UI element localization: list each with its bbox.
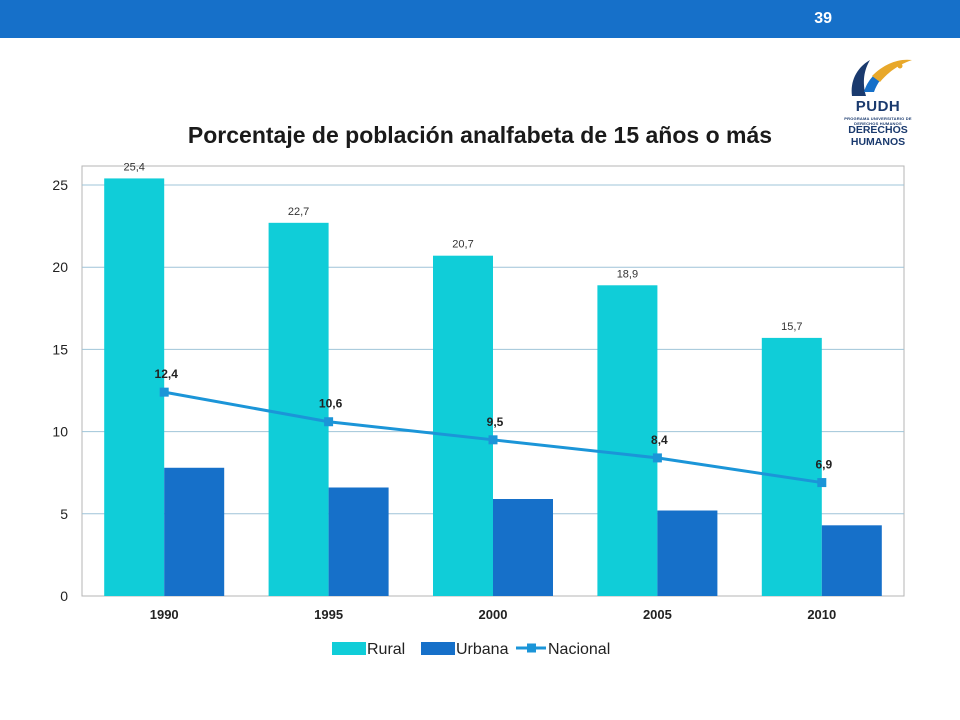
data-label-rural: 25,4	[123, 161, 144, 173]
y-tick-label: 20	[52, 259, 68, 275]
x-tick-label: 2005	[643, 607, 672, 622]
y-tick-label: 5	[60, 506, 68, 522]
data-label-nacional: 10,6	[319, 397, 343, 411]
marker-nacional	[488, 435, 498, 445]
y-tick-label: 25	[52, 177, 68, 193]
legend-marker-nacional	[527, 643, 536, 653]
logo-line1: DERECHOS	[848, 124, 908, 136]
page-number: 39	[814, 10, 832, 27]
bird-emblem-icon	[851, 59, 912, 96]
bar-urbana	[164, 467, 225, 596]
data-label-nacional: 12,4	[155, 367, 179, 381]
y-tick-label: 15	[52, 341, 68, 357]
pudh-logo: PUDH PROGRAMA UNIVERSITARIO DE DERECHOS …	[838, 52, 918, 156]
data-label-nacional: 9,5	[487, 415, 504, 429]
bar-rural	[104, 178, 165, 596]
bar-urbana	[328, 487, 389, 596]
marker-nacional	[817, 478, 827, 488]
y-tick-label: 10	[52, 424, 68, 440]
bar-rural	[268, 222, 329, 596]
data-label-rural: 20,7	[452, 239, 473, 251]
bar-urbana	[657, 510, 718, 596]
data-label-nacional: 8,4	[651, 433, 668, 447]
marker-nacional	[159, 387, 169, 397]
bar-rural	[597, 285, 658, 596]
logo-subtitle: PROGRAMA UNIVERSITARIO DE DERECHOS HUMAN…	[844, 116, 912, 126]
bar-rural	[433, 255, 493, 596]
data-label-rural: 15,7	[781, 321, 802, 333]
legend-label-rural: Rural	[367, 641, 405, 658]
y-tick-label: 0	[60, 588, 68, 604]
marker-nacional	[652, 453, 662, 463]
legend-label-urbana: Urbana	[456, 641, 509, 658]
bar-urbana	[493, 499, 553, 596]
data-label-rural: 22,7	[288, 206, 309, 218]
marker-nacional	[324, 417, 334, 427]
chart-title: Porcentaje de población analfabeta de 15…	[187, 122, 773, 148]
x-tick-label: 2010	[807, 607, 836, 622]
x-tick-label: 1990	[150, 607, 179, 622]
legend-label-nacional: Nacional	[548, 641, 610, 658]
data-label-rural: 18,9	[617, 268, 638, 280]
logo-line2: HUMANOS	[850, 136, 906, 148]
top-bar: 39	[0, 0, 960, 38]
legend-swatch-rural	[332, 642, 366, 655]
legend-swatch-urbana	[421, 642, 455, 655]
logo-name: PUDH	[855, 98, 901, 115]
x-tick-label: 2000	[479, 607, 508, 622]
bar-urbana	[821, 525, 882, 596]
bar-rural	[761, 337, 822, 596]
x-tick-label: 1995	[314, 607, 343, 622]
data-label-nacional: 6,9	[815, 458, 832, 472]
